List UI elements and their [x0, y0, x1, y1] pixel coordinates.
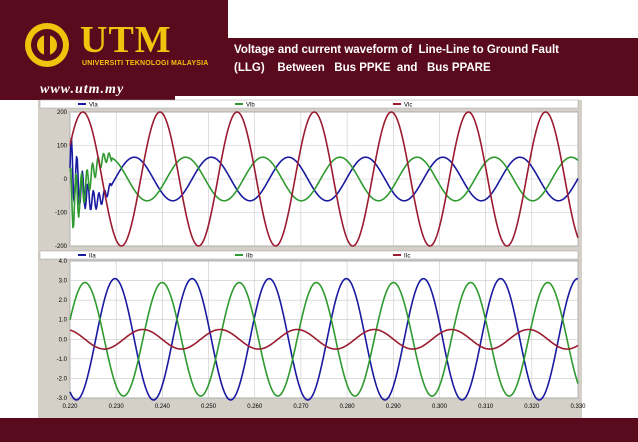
series-line-vla	[69, 137, 579, 211]
legend-strip	[39, 99, 579, 109]
x-tick-label: 0.310	[478, 404, 494, 410]
legend-label-vlb: Vlb	[246, 103, 255, 109]
legend-strip	[39, 250, 579, 260]
y-tick-label: 1.0	[59, 318, 68, 324]
series-line-vlb	[69, 152, 579, 229]
site-url: www.utm.my	[40, 82, 125, 97]
plot-area	[69, 260, 579, 399]
y-tick-label: -3.0	[57, 396, 68, 402]
series-line-iib	[69, 281, 579, 397]
series-line-vlc	[69, 111, 579, 247]
y-tick-label: -200	[55, 244, 68, 250]
legend-label-vla: Vla	[89, 103, 98, 109]
x-tick-label: 0.280	[340, 404, 356, 410]
y-tick-label: -1.0	[57, 357, 68, 363]
legend-label-iia: IIa	[89, 254, 96, 260]
y-tick-label: 2.0	[59, 298, 68, 304]
y-tick-label: 4.0	[59, 259, 68, 265]
brand-subtitle: UNIVERSITI TEKNOLOGI MALAYSIA	[82, 60, 209, 67]
brand-name: UTM	[80, 19, 172, 61]
x-tick-label: 0.260	[247, 404, 263, 410]
slide-title-line2: (LLG) Between Bus PPKE and Bus PPARE	[234, 62, 491, 74]
x-tick-label: 0.230	[109, 404, 125, 410]
y-tick-label: 100	[57, 144, 68, 150]
y-tick-label: -100	[55, 211, 68, 217]
series-line-iic	[69, 328, 579, 350]
title-box	[228, 38, 638, 96]
x-tick-label: 0.300	[432, 404, 448, 410]
legend-label-vlc: Vlc	[404, 103, 412, 109]
x-tick-label: 0.330	[570, 404, 586, 410]
x-tick-label: 0.240	[155, 404, 171, 410]
x-tick-label: 0.320	[524, 404, 540, 410]
x-tick-label: 0.290	[386, 404, 402, 410]
slide-footer	[0, 418, 638, 442]
x-tick-label: 0.270	[293, 404, 309, 410]
y-tick-label: 3.0	[59, 279, 68, 285]
utm-logo-area: UTM UNIVERSITI TEKNOLOGI MALAYSIA	[0, 0, 228, 96]
series-line-iia	[69, 277, 579, 401]
y-tick-label: 200	[57, 110, 68, 116]
legend-label-iic: IIc	[404, 254, 410, 260]
y-tick-label: 0.0	[59, 337, 68, 343]
y-tick-label: -2.0	[57, 376, 68, 382]
x-tick-label: 0.250	[201, 404, 217, 410]
y-tick-label: 0	[64, 177, 68, 183]
slide-title-line1: Voltage and current waveform of Line-Lin…	[234, 44, 559, 56]
x-tick-label: 0.220	[62, 404, 78, 410]
utm-crest-icon	[25, 23, 69, 67]
legend-label-iib: IIb	[246, 254, 253, 260]
